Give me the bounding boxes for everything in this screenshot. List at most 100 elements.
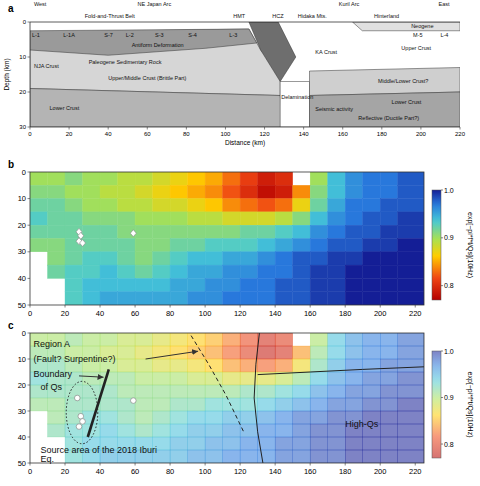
annotation: Middle/Lower Crust? bbox=[378, 78, 428, 84]
cell bbox=[118, 359, 136, 372]
cell bbox=[100, 398, 118, 411]
cell bbox=[205, 437, 223, 450]
cell bbox=[258, 185, 276, 198]
x-tick-label: 160 bbox=[304, 467, 317, 476]
x-tick-label: 160 bbox=[338, 131, 349, 137]
frame bbox=[30, 333, 424, 463]
cell bbox=[398, 252, 424, 265]
cell bbox=[205, 252, 223, 265]
cell bbox=[205, 359, 223, 372]
cell bbox=[153, 359, 171, 372]
cell bbox=[328, 292, 346, 305]
cell bbox=[118, 278, 136, 291]
x-tick bbox=[380, 305, 381, 308]
annotation: L-3 bbox=[229, 32, 237, 38]
cell bbox=[100, 333, 118, 346]
x-tick-label: 180 bbox=[339, 467, 352, 476]
cell bbox=[223, 172, 241, 185]
x-tick bbox=[415, 463, 416, 466]
cell bbox=[118, 346, 136, 359]
cell bbox=[240, 292, 258, 305]
cell bbox=[328, 437, 346, 450]
cell bbox=[345, 185, 363, 198]
cell bbox=[345, 252, 363, 265]
cell bbox=[380, 239, 398, 252]
x-tick bbox=[170, 463, 171, 466]
cell bbox=[153, 385, 171, 398]
cell bbox=[223, 372, 241, 385]
annotation: Eq. bbox=[41, 454, 55, 464]
cell bbox=[310, 424, 328, 437]
cell bbox=[100, 225, 118, 238]
cell bbox=[30, 398, 48, 411]
cell bbox=[65, 252, 83, 265]
annotation: Hidaka Mts. bbox=[298, 13, 328, 19]
x-tick-label: 200 bbox=[416, 131, 427, 137]
cell bbox=[398, 333, 424, 346]
cell bbox=[205, 278, 223, 291]
cell bbox=[328, 398, 346, 411]
x-tick bbox=[380, 463, 381, 466]
cell bbox=[258, 450, 276, 463]
cell bbox=[135, 225, 153, 238]
cell bbox=[188, 172, 206, 185]
cell bbox=[100, 239, 118, 252]
x-tick-label: 200 bbox=[374, 309, 387, 318]
x-tick bbox=[147, 127, 148, 130]
annotation: Paleogene Sedimentary Rock bbox=[89, 59, 162, 65]
cell bbox=[258, 333, 276, 346]
cell bbox=[310, 292, 328, 305]
cell bbox=[380, 450, 398, 463]
cell bbox=[153, 292, 171, 305]
cell bbox=[223, 450, 241, 463]
cell bbox=[188, 359, 206, 372]
cell bbox=[83, 185, 101, 198]
x-tick bbox=[342, 127, 343, 130]
y-tick bbox=[28, 251, 31, 252]
cell bbox=[188, 372, 206, 385]
x-tick bbox=[135, 463, 136, 466]
x-tick-label: 0 bbox=[28, 467, 32, 476]
cell bbox=[118, 411, 136, 424]
cell bbox=[100, 372, 118, 385]
cell bbox=[363, 278, 381, 291]
colorbar-tick bbox=[441, 190, 443, 191]
figure: a0204060801001201401601802002200102030Di… bbox=[0, 0, 480, 486]
cell bbox=[135, 185, 153, 198]
x-tick-label: 100 bbox=[199, 467, 212, 476]
annotation: S-3 bbox=[155, 32, 164, 38]
cell bbox=[170, 239, 188, 252]
cell bbox=[293, 372, 311, 385]
cell bbox=[275, 265, 293, 278]
cell bbox=[100, 424, 118, 437]
cell bbox=[205, 239, 223, 252]
cell bbox=[118, 252, 136, 265]
cell bbox=[258, 278, 276, 291]
cell bbox=[293, 424, 311, 437]
cell bbox=[363, 212, 381, 225]
cell bbox=[30, 185, 48, 198]
cell bbox=[83, 199, 101, 212]
cell bbox=[310, 278, 328, 291]
cell bbox=[188, 212, 206, 225]
cell bbox=[100, 252, 118, 265]
cell bbox=[188, 292, 206, 305]
cell bbox=[293, 252, 311, 265]
x-tick bbox=[186, 127, 187, 130]
annotation: Lower Crust bbox=[50, 105, 80, 111]
colorbar-tick bbox=[441, 351, 443, 352]
plot-area bbox=[30, 22, 460, 127]
cell bbox=[223, 252, 241, 265]
annotation: L-1A bbox=[63, 32, 75, 38]
cell bbox=[118, 265, 136, 278]
cell bbox=[135, 199, 153, 212]
cell bbox=[153, 199, 171, 212]
cell bbox=[170, 398, 188, 411]
cell bbox=[345, 372, 363, 385]
cell bbox=[380, 292, 398, 305]
cell bbox=[100, 172, 118, 185]
y-tick bbox=[28, 92, 31, 93]
x-tick-label: 140 bbox=[269, 467, 282, 476]
cell bbox=[310, 333, 328, 346]
x-tick-label: 220 bbox=[455, 131, 466, 137]
